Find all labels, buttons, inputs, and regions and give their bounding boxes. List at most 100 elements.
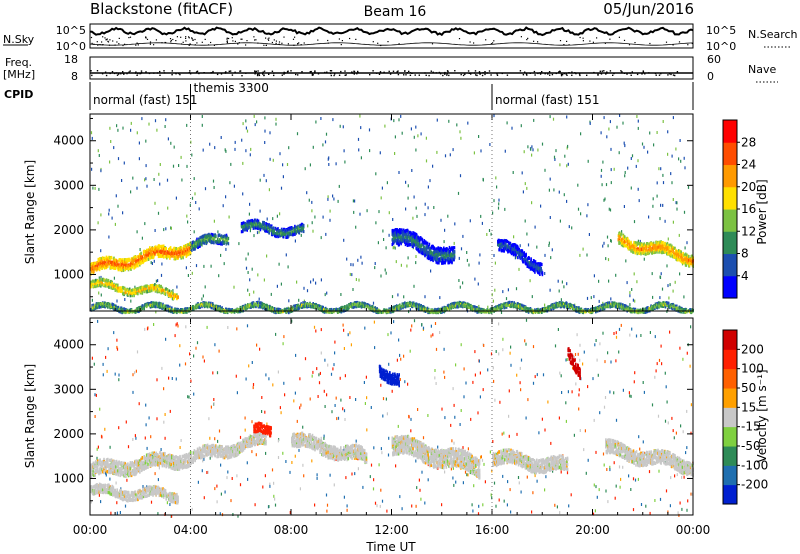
nsearch-tick-top: 10^5 (706, 24, 736, 37)
nsearch-dot (678, 41, 681, 43)
echo-cell (416, 233, 418, 237)
nave-dot (641, 73, 643, 75)
nave-dot (383, 71, 385, 73)
echo-cell (123, 258, 125, 262)
echo-speckle (245, 149, 247, 153)
echo-cell (166, 288, 169, 292)
echo-speckle (635, 164, 637, 168)
nsearch-dot (292, 38, 295, 40)
echo-speckle (662, 120, 664, 123)
echo-speckle (114, 222, 116, 226)
nave-dot (263, 70, 266, 72)
echo-speckle (668, 296, 670, 300)
nsearch-dot (226, 37, 228, 39)
nsearch-dot (246, 40, 248, 42)
echo-cell (541, 262, 543, 267)
echo-cell (150, 288, 153, 292)
echo-speckle (600, 174, 602, 178)
echo-speckle (117, 157, 120, 161)
echo-speckle (315, 120, 317, 124)
nave-dot (256, 73, 259, 76)
echo-cell (681, 256, 684, 260)
echo-speckle (375, 172, 377, 176)
echo-cell (132, 310, 134, 314)
nave-dot (344, 70, 346, 72)
nsearch-dot (188, 36, 190, 38)
nave-dot (283, 73, 285, 75)
echo-speckle (275, 117, 277, 121)
nave-dot (257, 70, 259, 72)
echo-speckle (634, 299, 636, 303)
nave-dot (148, 72, 151, 75)
echo-cell (117, 262, 119, 266)
echo-cell (101, 259, 103, 263)
echo-speckle (632, 298, 634, 302)
echo-speckle (482, 177, 484, 181)
echo-cell (506, 239, 508, 244)
echo-speckle (473, 151, 475, 155)
echo-cell (419, 238, 421, 242)
echo-speckle (100, 275, 102, 279)
echo-speckle (249, 202, 251, 206)
echo-speckle (322, 215, 324, 219)
echo-speckle (666, 264, 668, 268)
echo-speckle (186, 164, 188, 168)
echo-speckle (230, 162, 232, 166)
echo-cell (225, 238, 228, 243)
echo-cell (287, 231, 289, 235)
echo-speckle (270, 292, 272, 296)
echo-cell (436, 249, 438, 253)
echo-cell (180, 256, 182, 260)
echo-cell (169, 305, 171, 309)
echo-speckle (249, 229, 251, 233)
nave-dot (283, 71, 285, 74)
echo-speckle (259, 209, 261, 213)
echo-cell (619, 235, 622, 239)
echo-speckle (413, 195, 415, 199)
echo-cell (112, 265, 114, 269)
echo-speckle (637, 239, 639, 243)
echo-cell (440, 247, 443, 251)
nave-dot (428, 74, 430, 77)
echo-speckle (380, 274, 382, 278)
echo-speckle (225, 247, 227, 251)
echo-cell (99, 257, 101, 261)
echo-speckle (134, 285, 136, 289)
echo-speckle (393, 245, 395, 249)
echo-cell (210, 305, 213, 309)
nave-dot (481, 74, 484, 77)
echo-cell (186, 246, 188, 250)
nsearch-tick-bottom: 10^0 (706, 40, 736, 53)
nsearch-dot (135, 44, 137, 46)
echo-cell (406, 236, 409, 240)
echo-speckle (656, 194, 658, 198)
echo-cell (191, 243, 193, 247)
nave-dot (430, 70, 432, 72)
echo-cell (257, 226, 259, 231)
echo-cell (115, 287, 118, 291)
echo-speckle (462, 234, 464, 238)
echo-cell (135, 257, 137, 261)
echo-cell (221, 306, 223, 310)
echo-cell (410, 233, 412, 237)
echo-cell (171, 308, 174, 312)
echo-speckle (311, 200, 313, 204)
echo-cell (685, 261, 688, 265)
echo-cell (97, 257, 100, 262)
echo-cell (256, 224, 259, 228)
nsearch-dot (191, 37, 193, 39)
echo-speckle (674, 280, 676, 284)
echo-cell (453, 253, 456, 257)
nsearch-dot (189, 43, 191, 45)
echo-speckle (531, 295, 533, 299)
echo-cell (159, 286, 162, 290)
echo-speckle (394, 152, 396, 155)
nave-dot (91, 74, 93, 77)
echo-cell (117, 306, 120, 310)
echo-speckle (300, 233, 302, 237)
echo-cell (139, 257, 142, 262)
nsearch-dot (129, 36, 132, 38)
echo-speckle (675, 147, 677, 151)
echo-speckle (660, 167, 662, 171)
echo-cell (102, 304, 105, 308)
